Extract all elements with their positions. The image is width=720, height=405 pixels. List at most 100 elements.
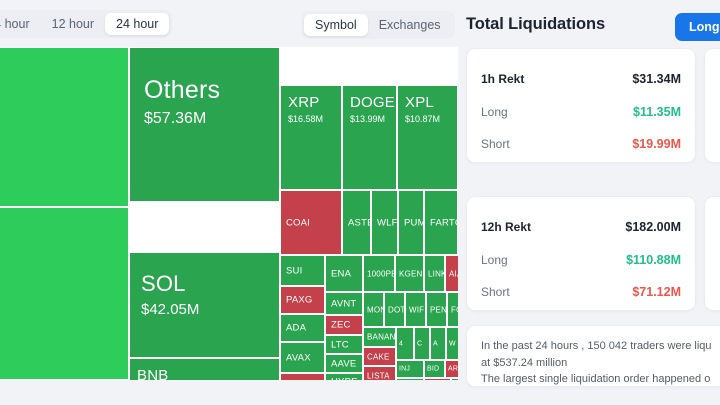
tile-symbol: ADA <box>286 322 307 334</box>
tile-symbol: ZEC <box>331 319 351 331</box>
treemap-tile-zec[interactable]: ZEC <box>325 315 363 335</box>
treemap-tile-others[interactable]: Others $57.36M <box>129 47 280 202</box>
tile-symbol: DOT <box>388 305 405 314</box>
treemap-tile-pengu[interactable]: PENGU <box>426 292 447 327</box>
panel-title: Total Liquidations <box>466 15 606 33</box>
rekt-card-12h[interactable]: 12h Rekt $182.00M Long $110.88M Short $7… <box>466 196 696 311</box>
rekt-long-value: $110.88M <box>626 253 681 267</box>
tile-symbol: BID <box>427 365 440 373</box>
treemap-tile-c[interactable]: C <box>414 327 430 360</box>
rekt-card-1h[interactable]: 1h Rekt $31.34M Long $11.35M Short $19.9… <box>466 48 696 163</box>
liquidation-summary-note: In the past 24 hours , 150 042 traders w… <box>466 325 720 387</box>
treemap-tile-pump[interactable]: PUMP <box>398 190 424 255</box>
tile-symbol: WIF <box>409 305 425 314</box>
treemap-tile-ar[interactable]: AR <box>445 360 458 378</box>
treemap-tile-link[interactable]: LINK <box>424 255 445 292</box>
total-liquidations-panel: Total Liquidations Long 1h Rekt $31.34M … <box>458 0 720 405</box>
treemap-tile-1[interactable] <box>0 207 129 380</box>
treemap-tile-paxg[interactable]: PAXG <box>280 286 325 314</box>
treemap-tile-ena[interactable]: ENA <box>325 255 363 292</box>
view-mode-tab-symbol[interactable]: Symbol <box>304 14 368 36</box>
tile-value: $13.99M <box>350 114 386 124</box>
treemap-tile-wif[interactable]: WIF <box>405 292 426 327</box>
treemap-tile-1000pepe[interactable]: 1000PEPE <box>363 255 395 292</box>
note-line-1: In the past 24 hours , 150 042 traders w… <box>481 340 712 352</box>
treemap-tile-wlfi[interactable]: WLFI <box>371 190 398 255</box>
rekt-short-value: $71.12M <box>632 285 681 299</box>
rekt-period-value: $31.34M <box>632 72 681 86</box>
tile-symbol: LISTA <box>367 371 390 380</box>
treemap-tile-kgen[interactable]: KGEN <box>395 255 424 292</box>
tile-value: $42.05M <box>141 301 200 318</box>
treemap-tile-ada[interactable]: ADA <box>280 314 325 342</box>
treemap-tile-cake[interactable]: CAKE <box>363 347 396 366</box>
timeframe-tab-4-hour[interactable]: 4 hour <box>0 17 30 31</box>
tile-symbol: BANANA <box>367 332 396 342</box>
treemap-tile-aia[interactable]: AIA <box>445 255 458 292</box>
treemap-tile-dot[interactable]: DOT <box>384 292 405 327</box>
treemap-tile-aave[interactable]: AAVE <box>325 354 363 373</box>
tile-symbol: AR <box>448 365 458 373</box>
treemap-tile-mnt[interactable]: MNT <box>424 378 451 380</box>
view-mode-tab-exchanges[interactable]: Exchanges <box>378 18 441 32</box>
tile-symbol: BNB <box>137 367 169 380</box>
tile-symbol: LTC <box>331 339 349 350</box>
treemap-tile-a[interactable]: A <box>430 327 446 360</box>
liquidation-treemap[interactable]: Others $57.36M SOL $42.05M BNB$16.63M XRP $16.… <box>0 47 458 380</box>
tile-symbol: Others <box>144 76 221 104</box>
treemap-tile-a[interactable]: A <box>451 378 458 380</box>
treemap-tile-inj[interactable]: INJ <box>396 360 424 378</box>
rekt-short-label: Short <box>481 285 510 299</box>
rekt-long-label: Long <box>481 105 508 119</box>
rekt-short-label: Short <box>481 137 510 151</box>
rekt-period-label: 12h Rekt <box>481 220 532 234</box>
tile-symbol: C <box>417 340 423 347</box>
treemap-tile-lista[interactable]: LISTA <box>363 366 396 380</box>
treemap-tile-hype[interactable]: HYPE <box>325 373 363 380</box>
tile-symbol: ENA <box>331 268 352 279</box>
tile-symbol: A <box>433 340 438 347</box>
treemap-tile-aster[interactable]: ASTER <box>342 190 371 255</box>
treemap-tile-avnt[interactable]: AVNT <box>325 292 363 315</box>
treemap-tile-4[interactable]: 4 <box>396 327 414 360</box>
tile-symbol: PENGU <box>430 305 447 314</box>
treemap-tile-uni[interactable]: UNI <box>396 378 424 380</box>
tile-symbol: AIA <box>449 269 458 278</box>
treemap-tile-coai[interactable]: COAI <box>280 190 342 255</box>
treemap-tile-mon[interactable]: MON <box>363 292 384 327</box>
treemap-tile-w[interactable]: W <box>446 327 458 360</box>
tile-value: $10.87M <box>405 114 441 124</box>
long-filter-button[interactable]: Long <box>675 13 720 41</box>
tile-symbol: MON <box>367 305 383 314</box>
treemap-tile-bid[interactable]: BID <box>424 360 445 378</box>
tile-symbol: FOLKS <box>451 305 458 314</box>
treemap-tile-xrp[interactable]: XRP $16.58M <box>280 85 342 190</box>
tile-symbol: FARTCOIN <box>430 217 457 228</box>
treemap-tile-bnb[interactable]: BNB$16.63M <box>129 358 280 380</box>
timeframe-tab-12-hour[interactable]: 12 hour <box>51 17 95 31</box>
treemap-tile-folks[interactable]: FOLKS <box>447 292 458 327</box>
rekt-card-peek-1[interactable] <box>704 48 720 163</box>
view-mode-tab-group[interactable]: Symbol Exchanges <box>301 11 455 39</box>
tile-symbol: AVAX <box>286 352 311 363</box>
treemap-tile-fartcoin[interactable]: FARTCOIN <box>424 190 458 255</box>
treemap-tile-sol[interactable]: SOL $42.05M <box>129 252 280 358</box>
timeframe-tab-24-hour[interactable]: 24 hour <box>105 13 170 35</box>
treemap-tile-sui[interactable]: SUI <box>280 255 325 286</box>
treemap-tile-xpl[interactable]: XPL $10.87M <box>397 85 458 190</box>
treemap-tile-banana[interactable]: BANANA <box>363 327 396 347</box>
treemap-tile-soon[interactable]: SOON <box>280 373 325 380</box>
tile-symbol: AAVE <box>331 358 357 369</box>
rekt-card-peek-2[interactable] <box>704 196 720 311</box>
tile-value: $57.36M <box>144 110 207 127</box>
treemap-tile-0[interactable] <box>0 47 129 207</box>
tile-symbol: KGEN <box>399 269 423 278</box>
tile-symbol: COAI <box>286 217 311 228</box>
tile-symbol: PUMP <box>404 217 423 228</box>
tile-symbol: PAXG <box>286 294 313 306</box>
treemap-tile-avax[interactable]: AVAX <box>280 342 325 373</box>
treemap-tile-ltc[interactable]: LTC <box>325 335 363 354</box>
treemap-tile-doge[interactable]: DOGE $13.99M <box>342 85 397 190</box>
